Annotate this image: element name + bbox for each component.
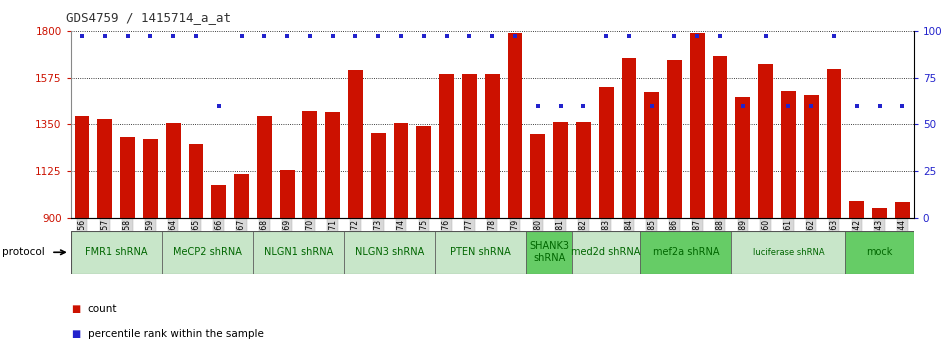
FancyBboxPatch shape bbox=[527, 231, 572, 274]
Text: mef2a shRNA: mef2a shRNA bbox=[653, 247, 719, 257]
Text: MeCP2 shRNA: MeCP2 shRNA bbox=[173, 247, 242, 257]
Bar bbox=[349, 70, 363, 218]
Bar bbox=[872, 208, 887, 218]
Bar bbox=[394, 123, 409, 218]
Bar bbox=[439, 74, 454, 218]
Text: NLGN1 shRNA: NLGN1 shRNA bbox=[264, 247, 333, 257]
Bar bbox=[826, 69, 841, 218]
Bar bbox=[508, 33, 523, 218]
Text: mock: mock bbox=[867, 247, 893, 257]
Text: NLGN3 shRNA: NLGN3 shRNA bbox=[355, 247, 424, 257]
Text: PTEN shRNA: PTEN shRNA bbox=[450, 247, 512, 257]
FancyBboxPatch shape bbox=[731, 231, 845, 274]
Bar bbox=[644, 92, 659, 218]
Text: count: count bbox=[88, 303, 117, 314]
FancyBboxPatch shape bbox=[572, 231, 641, 274]
Bar bbox=[713, 56, 727, 218]
Bar bbox=[302, 111, 317, 218]
Text: ■: ■ bbox=[71, 303, 80, 314]
Bar bbox=[188, 144, 203, 218]
Bar bbox=[690, 33, 705, 218]
Bar bbox=[485, 74, 499, 218]
Bar bbox=[804, 95, 819, 218]
Bar bbox=[599, 87, 613, 218]
Text: luciferase shRNA: luciferase shRNA bbox=[753, 248, 824, 257]
Bar bbox=[280, 170, 295, 218]
Bar bbox=[530, 134, 545, 218]
FancyBboxPatch shape bbox=[253, 231, 344, 274]
Bar bbox=[211, 184, 226, 218]
FancyBboxPatch shape bbox=[344, 231, 435, 274]
Text: med2d shRNA: med2d shRNA bbox=[572, 247, 641, 257]
Text: ■: ■ bbox=[71, 329, 80, 339]
Bar bbox=[576, 122, 591, 218]
Bar bbox=[895, 202, 910, 218]
Bar bbox=[235, 174, 249, 218]
Bar bbox=[325, 112, 340, 218]
Bar bbox=[758, 64, 773, 218]
Text: GDS4759 / 1415714_a_at: GDS4759 / 1415714_a_at bbox=[66, 11, 231, 24]
Bar bbox=[553, 122, 568, 218]
FancyBboxPatch shape bbox=[641, 231, 731, 274]
Text: percentile rank within the sample: percentile rank within the sample bbox=[88, 329, 264, 339]
Bar bbox=[850, 201, 864, 218]
Text: FMR1 shRNA: FMR1 shRNA bbox=[85, 247, 148, 257]
Bar bbox=[622, 58, 636, 218]
Bar bbox=[781, 91, 796, 218]
FancyBboxPatch shape bbox=[162, 231, 253, 274]
Bar bbox=[97, 119, 112, 218]
Bar bbox=[74, 116, 89, 218]
Bar bbox=[462, 74, 477, 218]
Bar bbox=[371, 132, 385, 218]
Bar bbox=[416, 126, 431, 218]
Text: protocol: protocol bbox=[2, 247, 44, 257]
Bar bbox=[166, 123, 181, 218]
Bar bbox=[736, 97, 750, 218]
Text: SHANK3
shRNA: SHANK3 shRNA bbox=[529, 241, 569, 263]
FancyBboxPatch shape bbox=[435, 231, 527, 274]
FancyBboxPatch shape bbox=[845, 231, 914, 274]
Bar bbox=[667, 60, 682, 218]
Bar bbox=[121, 137, 135, 218]
Bar bbox=[257, 116, 271, 218]
Bar bbox=[143, 139, 158, 218]
FancyBboxPatch shape bbox=[71, 231, 162, 274]
